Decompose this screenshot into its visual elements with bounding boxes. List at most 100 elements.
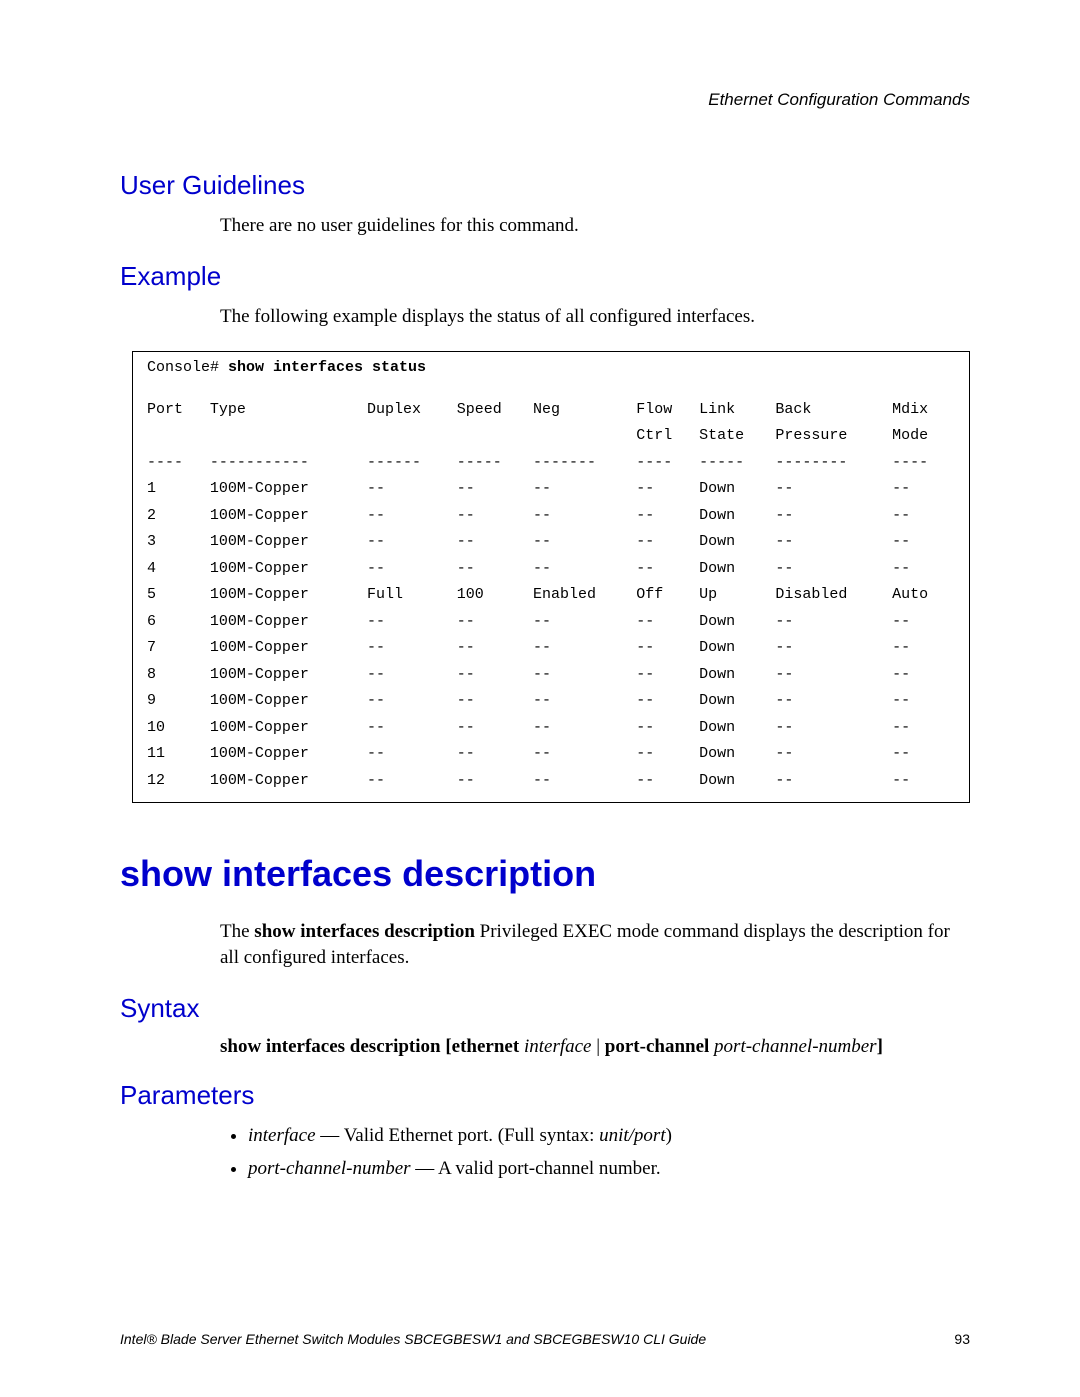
table-cell: Auto <box>892 582 955 609</box>
table-cell: ---- <box>636 450 699 477</box>
table-cell: -- <box>775 768 892 795</box>
page-footer: Intel® Blade Server Ethernet Switch Modu… <box>120 1331 970 1347</box>
table-cell: ----- <box>699 450 775 477</box>
syntax-sep: | <box>591 1036 604 1057</box>
syntax-b3: port-channel <box>605 1036 714 1057</box>
table-cell: Up <box>699 582 775 609</box>
table-cell: -- <box>533 556 636 583</box>
table-cell <box>533 423 636 450</box>
table-cell: Down <box>699 715 775 742</box>
table-row: 7100M-Copper--------Down---- <box>147 635 955 662</box>
table-row: ----------------------------------------… <box>147 450 955 477</box>
heading-user-guidelines: User Guidelines <box>120 170 970 201</box>
cmd-desc-bold: show interfaces description <box>254 921 475 942</box>
table-cell: 10 <box>147 715 210 742</box>
table-cell: -- <box>636 741 699 768</box>
table-cell: Down <box>699 635 775 662</box>
table-cell: -- <box>775 662 892 689</box>
table-cell: -- <box>636 529 699 556</box>
table-cell: Neg <box>533 397 636 424</box>
table-cell: Down <box>699 741 775 768</box>
table-cell: -- <box>892 688 955 715</box>
table-row: PortTypeDuplexSpeedNegFlowLinkBackMdix <box>147 397 955 424</box>
table-cell: Back <box>775 397 892 424</box>
param-name: port-channel-number <box>248 1158 411 1179</box>
table-cell: -- <box>775 476 892 503</box>
table-cell: 100M-Copper <box>210 768 367 795</box>
table-cell: -- <box>457 662 533 689</box>
table-cell: 100M-Copper <box>210 556 367 583</box>
table-cell: -- <box>367 635 457 662</box>
table-cell: -- <box>892 662 955 689</box>
table-row: 11100M-Copper--------Down---- <box>147 741 955 768</box>
table-cell: -- <box>457 503 533 530</box>
list-item: port-channel-number — A valid port-chann… <box>248 1156 970 1182</box>
table-cell: 9 <box>147 688 210 715</box>
table-cell: -- <box>367 503 457 530</box>
table-cell: -- <box>367 609 457 636</box>
table-cell: Down <box>699 476 775 503</box>
table-cell: 100 <box>457 582 533 609</box>
syntax-b1: show interfaces description <box>220 1036 445 1057</box>
table-cell: Mode <box>892 423 955 450</box>
table-cell: -- <box>775 635 892 662</box>
table-cell: Full <box>367 582 457 609</box>
table-row: 5100M-CopperFull100EnabledOffUpDisabledA… <box>147 582 955 609</box>
table-row: 4100M-Copper--------Down---- <box>147 556 955 583</box>
table-cell: 100M-Copper <box>210 635 367 662</box>
table-cell: -------- <box>775 450 892 477</box>
table-cell <box>457 423 533 450</box>
table-cell: -- <box>636 715 699 742</box>
table-cell: 3 <box>147 529 210 556</box>
table-cell: -- <box>636 768 699 795</box>
table-cell: -- <box>775 688 892 715</box>
table-cell: -- <box>533 609 636 636</box>
table-cell: 100M-Copper <box>210 715 367 742</box>
table-cell: Type <box>210 397 367 424</box>
example-intro: The following example displays the statu… <box>220 304 970 330</box>
table-row: 8100M-Copper--------Down---- <box>147 662 955 689</box>
table-cell: -- <box>533 741 636 768</box>
table-cell: -- <box>636 503 699 530</box>
table-cell: Enabled <box>533 582 636 609</box>
cli-command-line: Console# show interfaces status <box>147 360 955 377</box>
table-cell: -- <box>636 688 699 715</box>
running-header: Ethernet Configuration Commands <box>120 90 970 110</box>
heading-example: Example <box>120 261 970 292</box>
table-cell: -- <box>533 476 636 503</box>
table-cell: -- <box>367 662 457 689</box>
table-cell: -- <box>533 688 636 715</box>
table-cell: Flow <box>636 397 699 424</box>
page-number: 93 <box>954 1331 970 1347</box>
table-cell: -- <box>892 503 955 530</box>
table-cell: 100M-Copper <box>210 741 367 768</box>
param-name-2: unit/port <box>599 1125 666 1146</box>
table-cell: ----------- <box>210 450 367 477</box>
table-cell: Port <box>147 397 210 424</box>
table-cell: -- <box>775 715 892 742</box>
table-cell: -- <box>775 556 892 583</box>
table-row: 3100M-Copper--------Down---- <box>147 529 955 556</box>
table-cell: -- <box>636 662 699 689</box>
table-cell: 6 <box>147 609 210 636</box>
table-cell: -- <box>457 556 533 583</box>
table-cell: ------- <box>533 450 636 477</box>
table-cell: 100M-Copper <box>210 662 367 689</box>
table-cell: 2 <box>147 503 210 530</box>
parameters-list: interface — Valid Ethernet port. (Full s… <box>220 1123 970 1182</box>
table-cell: Pressure <box>775 423 892 450</box>
table-cell: 5 <box>147 582 210 609</box>
table-cell: -- <box>636 609 699 636</box>
table-cell: 100M-Copper <box>210 529 367 556</box>
table-cell: -- <box>457 529 533 556</box>
table-cell: 100M-Copper <box>210 503 367 530</box>
table-cell: -- <box>457 609 533 636</box>
table-cell: 100M-Copper <box>210 609 367 636</box>
table-cell: -- <box>367 688 457 715</box>
table-cell: Speed <box>457 397 533 424</box>
table-cell: ---- <box>892 450 955 477</box>
table-row: 9100M-Copper--------Down---- <box>147 688 955 715</box>
table-cell: Off <box>636 582 699 609</box>
table-cell: -- <box>533 768 636 795</box>
table-cell: Disabled <box>775 582 892 609</box>
